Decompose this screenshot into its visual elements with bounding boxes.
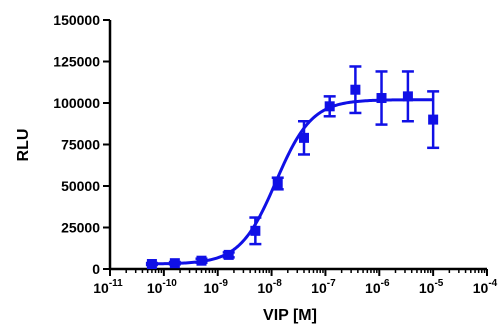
data-point	[401, 70, 414, 123]
data-point	[323, 95, 336, 118]
y-tick-label: 100000	[53, 95, 100, 111]
x-tick-label: 10-8	[257, 278, 282, 296]
x-tick-exponent: -9	[219, 278, 228, 289]
point-marker	[272, 178, 283, 189]
point-marker	[250, 225, 261, 236]
data-point	[297, 120, 310, 156]
x-tick-base: 10	[419, 280, 435, 296]
x-tick-exponent: -6	[381, 278, 390, 289]
data-point	[168, 258, 181, 269]
point-marker	[169, 258, 180, 269]
x-tick-base: 10	[311, 280, 327, 296]
y-tick-label: 50000	[61, 178, 100, 194]
x-tick-base: 10	[203, 280, 219, 296]
data-point	[249, 216, 262, 246]
x-tick-base: 10	[257, 280, 273, 296]
data-point	[195, 255, 208, 266]
x-tick-exponent: -5	[434, 278, 443, 289]
x-tick-label: 10-5	[419, 278, 444, 296]
y-tick-label: 25000	[61, 220, 100, 236]
x-axis-title: VIP [M]	[263, 307, 317, 324]
data-point	[375, 70, 388, 126]
data-points-layer	[145, 65, 440, 270]
x-tick-label: 10-10	[147, 278, 177, 296]
y-tick-label: 125000	[53, 54, 100, 70]
point-marker	[223, 249, 234, 260]
x-tick-base: 10	[473, 280, 489, 296]
y-axis-title: RLU	[15, 129, 32, 162]
point-marker	[298, 132, 309, 143]
fit-curve	[151, 98, 434, 266]
y-tick-label: 0	[92, 261, 100, 277]
x-tick-label: 10-9	[203, 278, 228, 296]
data-point	[349, 65, 362, 115]
y-tick-label: 75000	[61, 137, 100, 153]
x-tick-label: 10-7	[311, 278, 336, 296]
x-tick-base: 10	[93, 280, 109, 296]
data-point	[271, 176, 284, 191]
point-marker	[146, 259, 157, 270]
point-marker	[324, 101, 335, 112]
axes	[103, 19, 488, 276]
data-point	[222, 249, 235, 260]
tick-labels-layer: 10-11 10-10 10-9 10-8 10-7 10-6 10-5 10-4025000…	[53, 12, 497, 296]
x-tick-label: 10-6	[365, 278, 390, 296]
data-point	[145, 259, 158, 270]
x-tick-exponent: -10	[162, 278, 177, 289]
x-tick-exponent: -11	[109, 278, 123, 289]
data-point	[427, 90, 440, 150]
point-marker	[428, 114, 439, 125]
x-tick-label: 10-11	[93, 278, 123, 296]
point-marker	[376, 93, 387, 104]
fit-curve-layer	[151, 98, 434, 266]
x-tick-label: 10-4	[473, 278, 498, 296]
x-tick-exponent: -7	[327, 278, 336, 289]
x-tick-base: 10	[147, 280, 163, 296]
x-tick-base: 10	[365, 280, 381, 296]
y-tick-label: 150000	[53, 12, 100, 28]
x-tick-exponent: -8	[273, 278, 282, 289]
x-tick-exponent: -4	[488, 278, 497, 289]
point-marker	[350, 84, 361, 95]
point-marker	[196, 255, 207, 266]
point-marker	[402, 91, 413, 102]
